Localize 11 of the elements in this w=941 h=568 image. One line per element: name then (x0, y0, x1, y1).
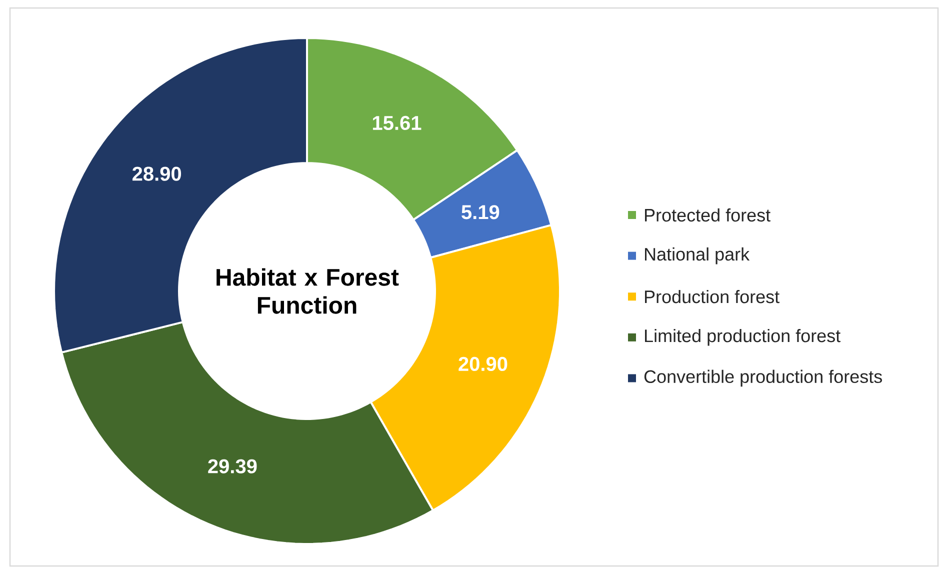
legend-label: National park (645, 247, 750, 264)
legend-label: Protected forest (645, 208, 770, 222)
data-label: 29.39 (208, 459, 257, 474)
legend-label: Limited production forest (645, 329, 840, 346)
text: Habitat x Forest Function (216, 268, 399, 314)
legend-label: Convertible production forests (644, 370, 882, 387)
data-label: 5.19 (462, 205, 500, 220)
data-label: 20.90 (458, 356, 508, 372)
data-label: 28.90 (132, 166, 182, 181)
legend-label: Production forest (645, 290, 780, 304)
data-label: 15.61 (372, 116, 422, 130)
